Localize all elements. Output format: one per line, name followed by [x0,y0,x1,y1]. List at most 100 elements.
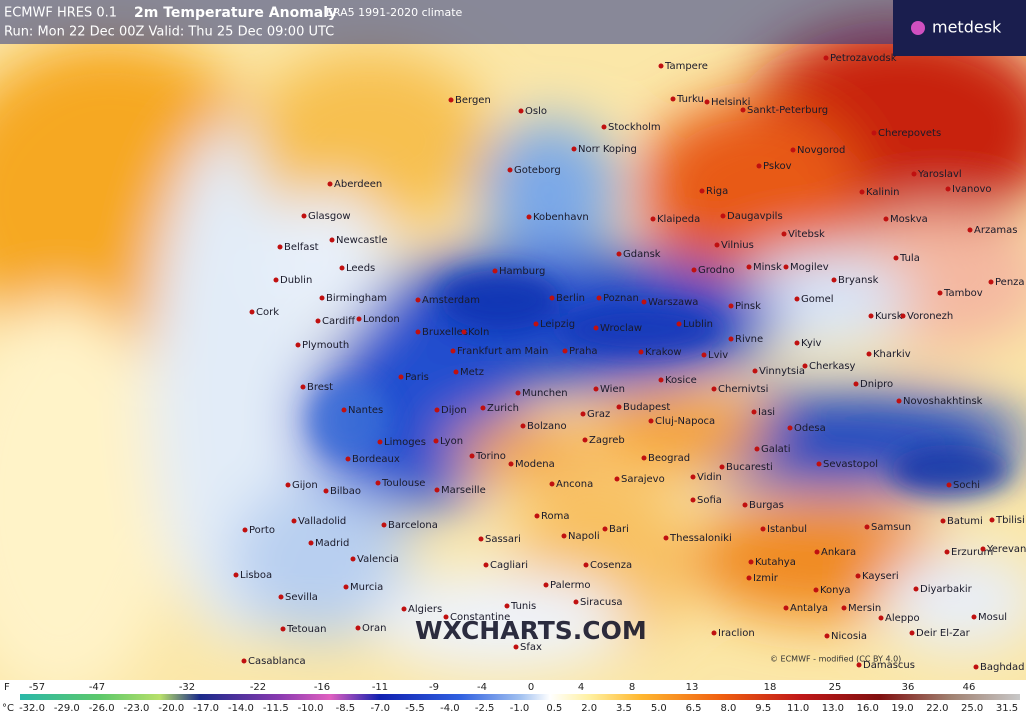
legend-f-label: 0 [528,682,534,693]
city-label: Penza [995,277,1025,288]
city-label: Vilnius [721,240,754,251]
city-label: Voronezh [907,311,953,322]
city-label: Brest [307,382,333,393]
city-label: Burgas [749,500,784,511]
legend-f-label: 18 [764,682,777,693]
city-label: Izmir [753,573,779,584]
city-label: Tula [899,253,920,264]
city-label: Hamburg [499,266,545,277]
city-label: Istanbul [767,524,807,535]
legend-c-label: 0.5 [546,703,562,714]
city-label: Valencia [357,554,399,565]
city-label: Cosenza [590,560,632,571]
legend-c-label: 3.5 [616,703,632,714]
city-dot [320,296,325,301]
city-label: Murcia [350,582,383,593]
legend-c-label: -29.0 [54,703,80,714]
city-label: Ivanovo [952,184,992,195]
legend-c-label: 2.0 [581,703,597,714]
city-label: London [363,314,400,325]
city-dot [572,147,577,152]
city-dot [357,317,362,322]
city-label: Napoli [568,531,600,542]
legend-f-label: -32 [179,682,195,693]
city-dot [279,595,284,600]
city-dot [897,399,902,404]
legend-f-label: -4 [477,682,487,693]
city-label: Yerevan [986,544,1026,555]
city-label: Norr Koping [578,144,637,155]
legend-c-label: -14.0 [228,703,254,714]
city-label: Iraclion [718,628,755,639]
city-label: Grodno [698,265,735,276]
city-label: Gomel [801,294,834,305]
legend-c-label: -10.0 [298,703,324,714]
city-label: Cherkasy [809,361,856,372]
city-label: Novgorod [797,145,845,156]
city-dot [753,369,758,374]
city-dot [691,498,696,503]
city-dot [795,341,800,346]
city-label: Chernivtsi [718,384,768,395]
city-dot [867,352,872,357]
city-dot [912,172,917,177]
city-label: Wien [600,384,625,395]
city-dot [860,190,865,195]
city-label: Thessaloniki [669,533,732,544]
city-dot [583,438,588,443]
city-dot [274,278,279,283]
city-dot [817,462,822,467]
legend-f-label: 4 [578,682,584,693]
city-label: Sofia [697,495,722,506]
city-dot [784,265,789,270]
city-dot [346,457,351,462]
city-label: Zagreb [589,435,625,446]
city-label: Tampere [664,61,708,72]
city-dot [584,563,589,568]
legend-c-label: -7.0 [370,703,390,714]
city-label: Novoshakhtinsk [903,396,983,407]
city-label: Moskva [890,214,928,225]
city-dot [351,557,356,562]
city-label: Bordeaux [352,454,400,465]
city-dot [617,405,622,410]
city-dot [752,410,757,415]
city-label: Deir El-Zar [916,628,971,639]
city-dot [642,456,647,461]
city-dot [989,280,994,285]
city-dot [243,528,248,533]
city-dot [250,310,255,315]
city-dot [376,481,381,486]
city-label: Turku [676,94,704,105]
city-label: Porto [249,525,275,536]
city-label: Cork [256,307,279,318]
city-label: Konya [820,585,851,596]
header-product: 2m Temperature Anomaly [134,5,337,21]
city-dot [832,278,837,283]
legend-f-label: 13 [686,682,699,693]
city-dot [493,269,498,274]
city-label: Marseille [441,485,486,496]
city-dot [659,64,664,69]
city-dot [649,419,654,424]
city-dot [574,600,579,605]
city-dot [755,447,760,452]
legend-f-unit: F [4,682,10,693]
city-dot [615,477,620,482]
city-dot [505,604,510,609]
city-dot [234,573,239,578]
city-dot [715,243,720,248]
city-label: Oran [362,623,386,634]
city-dot [872,131,877,136]
city-label: Sarajevo [621,474,665,485]
city-dot [535,514,540,519]
city-dot [761,527,766,532]
city-dot [691,475,696,480]
legend-c-label: 13.0 [822,703,844,714]
legend-f-label: 36 [902,682,915,693]
legend-c-unit: °C [2,703,14,714]
city-label: Gijon [292,480,318,491]
city-dot [402,607,407,612]
city-label: Nantes [348,405,383,416]
city-dot [416,298,421,303]
